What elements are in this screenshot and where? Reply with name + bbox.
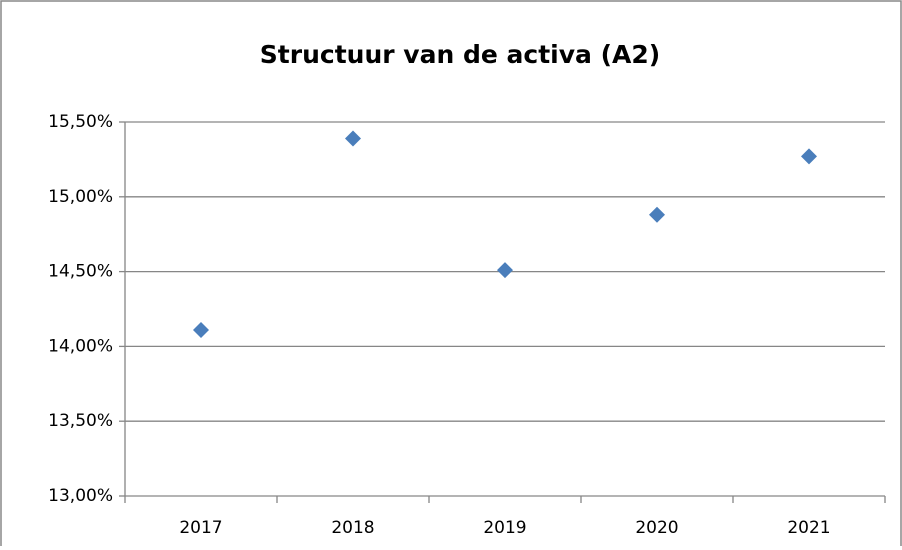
x-tick-label: 2021 xyxy=(787,518,830,538)
data-point xyxy=(345,130,361,147)
data-point xyxy=(649,206,665,223)
x-tick-label: 2017 xyxy=(179,518,222,538)
data-point xyxy=(193,321,209,338)
y-tick-label: 15,50% xyxy=(48,112,113,132)
data-point xyxy=(497,262,513,279)
y-tick-label: 14,00% xyxy=(48,336,113,356)
chart-title: Structuur van de activa (A2) xyxy=(260,40,660,69)
x-tick-label: 2018 xyxy=(331,518,374,538)
x-tick-label: 2020 xyxy=(635,518,678,538)
y-tick-label: 13,00% xyxy=(48,486,113,506)
data-point xyxy=(801,148,817,165)
y-tick-label: 13,50% xyxy=(48,411,113,431)
x-tick-label: 2019 xyxy=(483,518,526,538)
y-tick-label: 14,50% xyxy=(48,262,113,282)
y-tick-label: 15,00% xyxy=(48,187,113,207)
